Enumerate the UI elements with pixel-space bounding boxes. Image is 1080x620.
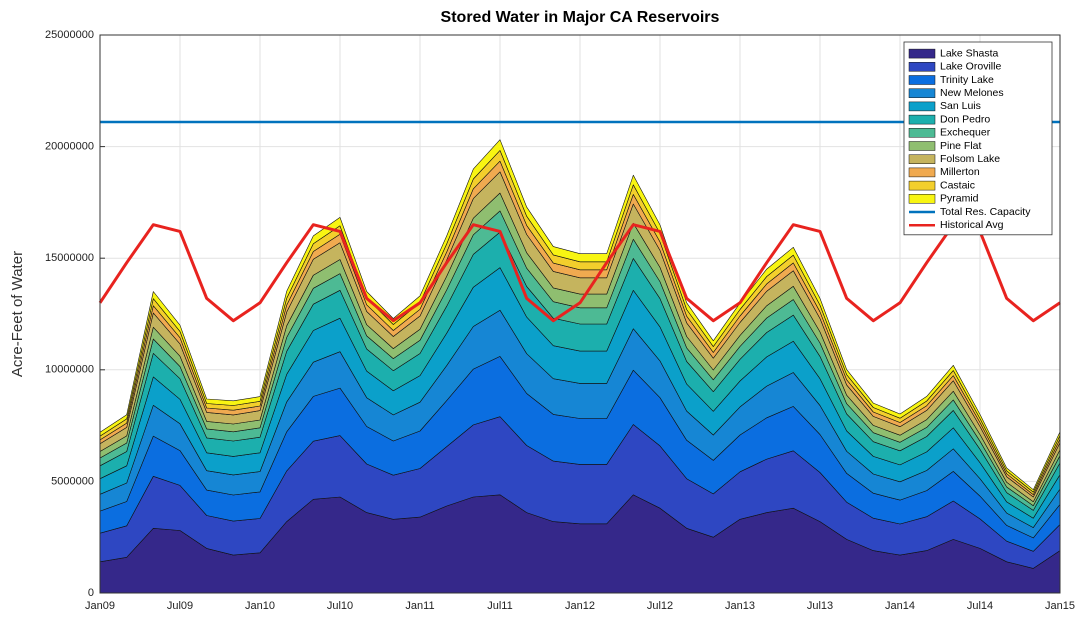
legend-swatch [908, 194, 936, 204]
legend-swatch [908, 48, 936, 59]
x-tick-label: Jan13 [725, 600, 755, 612]
legend-swatch [908, 114, 936, 125]
y-tick-label: 20000000 [45, 141, 94, 153]
x-tick-label: Jul12 [647, 600, 673, 612]
legend-label: Historical Avg [940, 219, 1004, 231]
chart-title: Stored Water in Major CA Reservoirs [441, 9, 720, 26]
legend-label: Total Res. Capacity [940, 206, 1031, 218]
x-tick-label: Jul10 [327, 600, 353, 612]
legend-swatch [908, 101, 936, 112]
legend-swatch [908, 141, 936, 151]
y-tick-label: 25000000 [45, 29, 94, 41]
y-tick-label: 15000000 [45, 252, 94, 264]
legend-label: Castaic [940, 179, 975, 191]
legend-label: Lake Oroville [940, 61, 1001, 73]
x-tick-label: Jul11 [487, 600, 512, 612]
legend-swatch [908, 180, 936, 191]
legend-swatch [908, 167, 936, 178]
legend-label: Pine Flat [940, 140, 982, 152]
legend-label: Don Pedro [940, 113, 990, 125]
y-tick-label: 5000000 [51, 475, 94, 487]
x-tick-label: Jul09 [167, 600, 193, 612]
legend-label: Lake Shasta [940, 47, 999, 59]
legend-label: San Luis [940, 100, 981, 112]
y-tick-label: 0 [88, 587, 94, 599]
legend-label: Pyramid [940, 193, 979, 205]
x-tick-label: Jan09 [85, 600, 115, 612]
legend-label: Folsom Lake [940, 153, 1000, 165]
plot-frame [99, 34, 1061, 594]
x-tick-label: Jul13 [807, 600, 833, 612]
legend-swatch [908, 128, 936, 138]
historical-line [98, 223, 1061, 323]
legend-swatch [908, 154, 936, 164]
y-tick-label: 10000000 [45, 364, 94, 376]
x-tick-label: Jan10 [245, 600, 275, 612]
x-tick-label: Jan14 [885, 600, 915, 612]
legend-swatch [908, 75, 936, 85]
x-tick-label: Jan11 [405, 600, 434, 612]
legend-label: Trinity Lake [940, 74, 994, 86]
x-tick-label: Jul14 [967, 600, 993, 612]
legend-label: Millerton [940, 166, 980, 178]
y-axis-label: Acre-Feet of Water [9, 251, 26, 377]
legend-swatch [908, 62, 936, 72]
legend-swatch [908, 88, 936, 98]
legend-label: Exchequer [940, 127, 991, 139]
legend-label: New Melones [940, 87, 1004, 99]
x-tick-label: Jan12 [565, 600, 595, 612]
x-tick-label: Jan15 [1045, 600, 1075, 612]
